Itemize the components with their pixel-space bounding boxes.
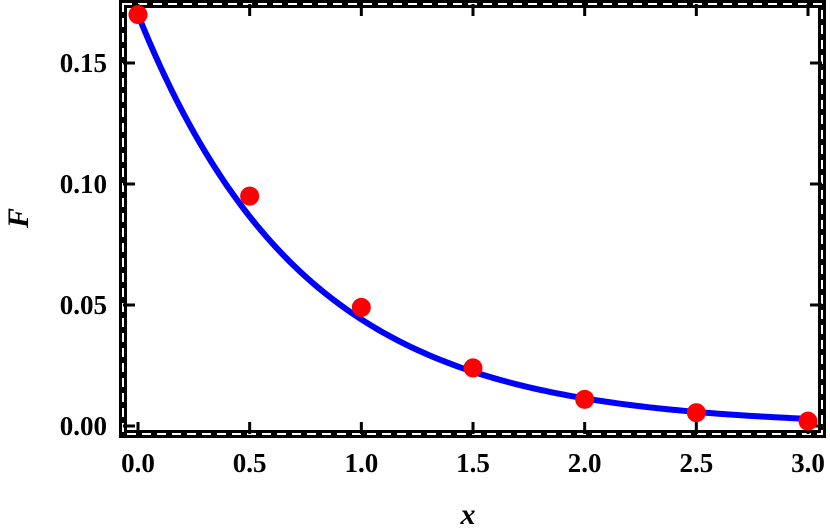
data-point: [686, 403, 706, 423]
x-tick-label: 0.5: [233, 448, 267, 478]
y-tick-label: 0.05: [60, 290, 107, 320]
fit-curve: [135, 11, 811, 422]
x-tick-label: 3.0: [791, 448, 825, 478]
y-tick-label: 0.15: [60, 48, 107, 78]
x-tick-label: 2.0: [568, 448, 602, 478]
data-points-layer: [128, 5, 818, 431]
data-point: [798, 411, 818, 431]
data-point: [128, 5, 148, 25]
y-tick-labels: 0.00 0.05 0.10 0.15: [60, 48, 107, 441]
x-tick-labels: 0.0 0.5 1.0 1.5 2.0 2.5 3.0: [121, 448, 825, 478]
y-tick-label: 0.00: [60, 411, 107, 441]
x-axis-label: x: [460, 498, 476, 531]
y-tick-label: 0.10: [60, 169, 107, 199]
data-point: [240, 186, 260, 206]
x-tick-label: 1.0: [344, 448, 378, 478]
x-tick-label: 1.5: [456, 448, 490, 478]
x-tick-label: 2.5: [679, 448, 713, 478]
data-point: [351, 297, 371, 317]
x-tick-label: 0.0: [121, 448, 155, 478]
axis-ticks: [123, 4, 822, 434]
fit-curve-layer: [135, 11, 811, 422]
data-point: [575, 389, 595, 409]
y-axis-label: F: [2, 208, 35, 229]
data-point: [463, 358, 483, 378]
